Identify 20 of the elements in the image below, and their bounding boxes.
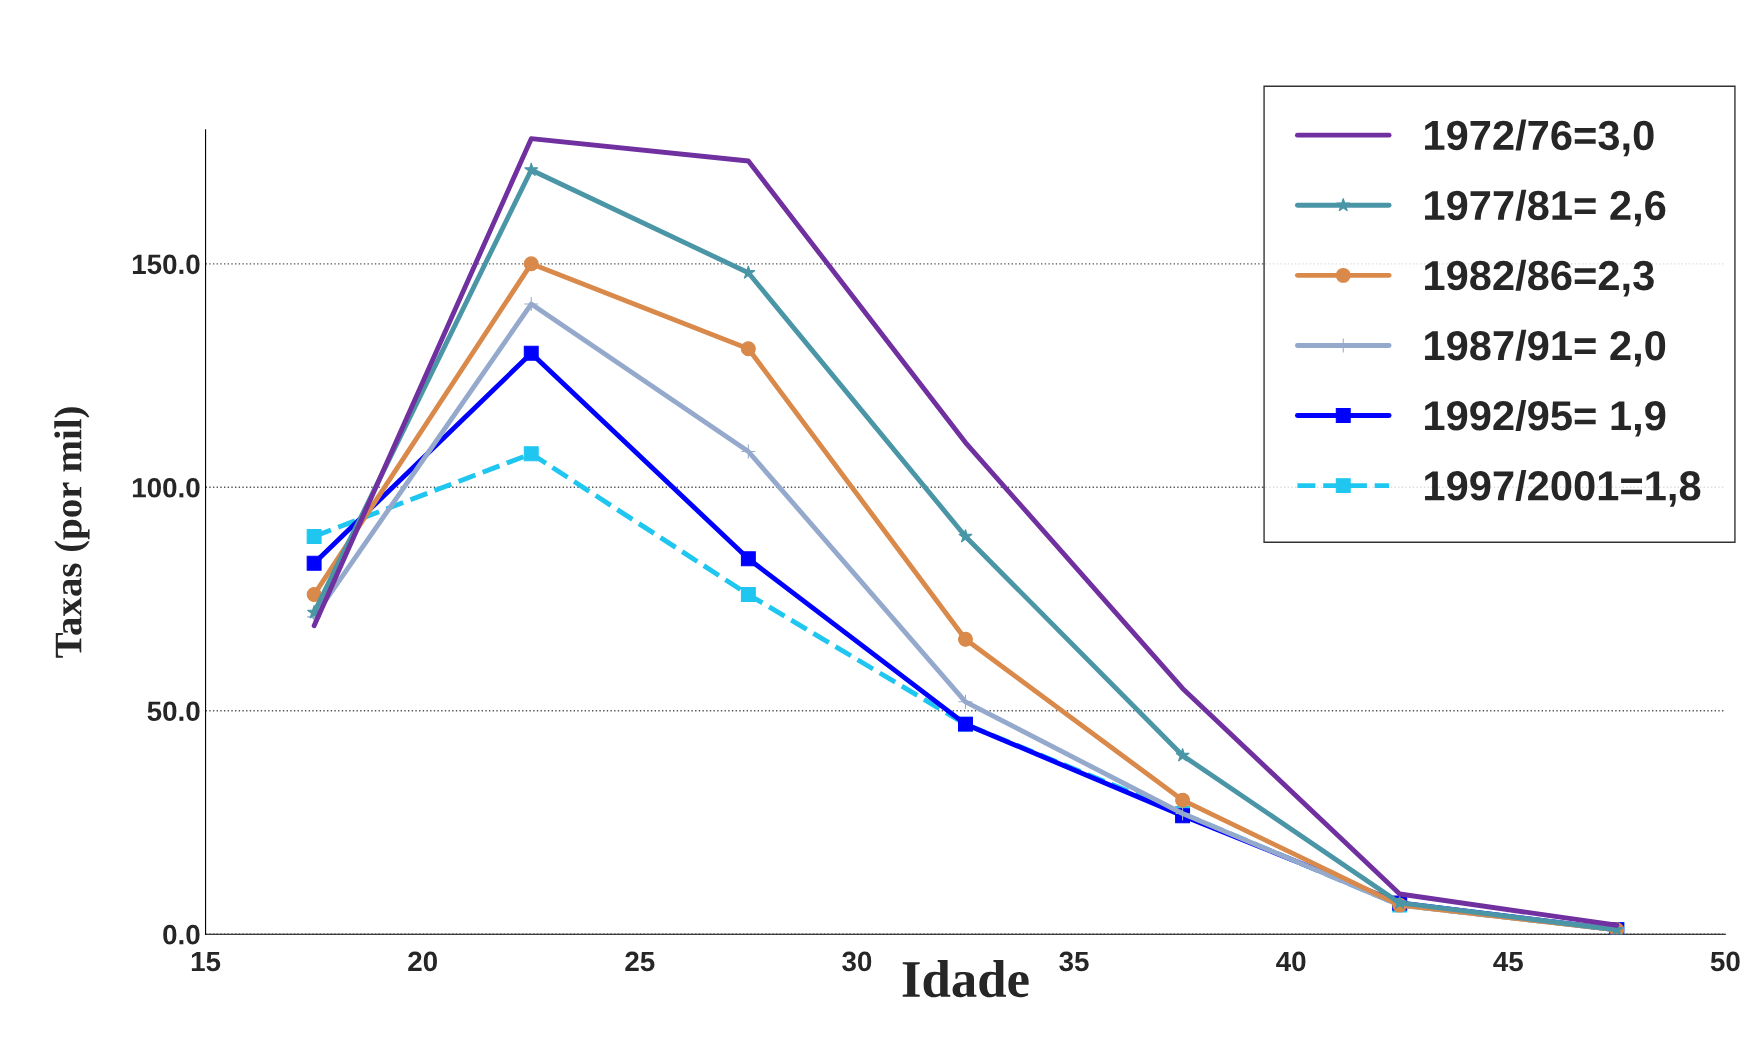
legend-label: 1992/95= 1,9 [1425, 399, 1666, 437]
x-tick-label: 20 [408, 951, 437, 972]
x-tick-label: 25 [625, 951, 655, 972]
legend-label: 1987/91= 2,0 [1425, 329, 1666, 367]
y-tick-label: 100.0 [132, 477, 200, 498]
legend-label: 1977/81= 2,6 [1425, 189, 1666, 227]
x-tick-label: 50 [1710, 951, 1740, 972]
y-axis-title: Taxas (por mil) [54, 407, 90, 658]
x-tick-label: 15 [191, 951, 221, 972]
x-tick-label: 45 [1493, 951, 1523, 972]
legend-label: 1997/2001=1,8 [1425, 470, 1701, 507]
y-tick-label: 50.0 [147, 701, 200, 722]
x-tick-label: 40 [1276, 951, 1306, 972]
legend-label: 1982/86=2,3 [1425, 259, 1654, 297]
y-tick-label: 0.0 [163, 924, 200, 945]
legend-label: 1972/76=3,0 [1425, 119, 1654, 157]
x-tick-label: 30 [842, 951, 872, 972]
x-axis-title: Idade [902, 960, 1029, 998]
y-tick-label: 150.0 [132, 254, 200, 275]
x-tick-label: 35 [1059, 951, 1089, 972]
